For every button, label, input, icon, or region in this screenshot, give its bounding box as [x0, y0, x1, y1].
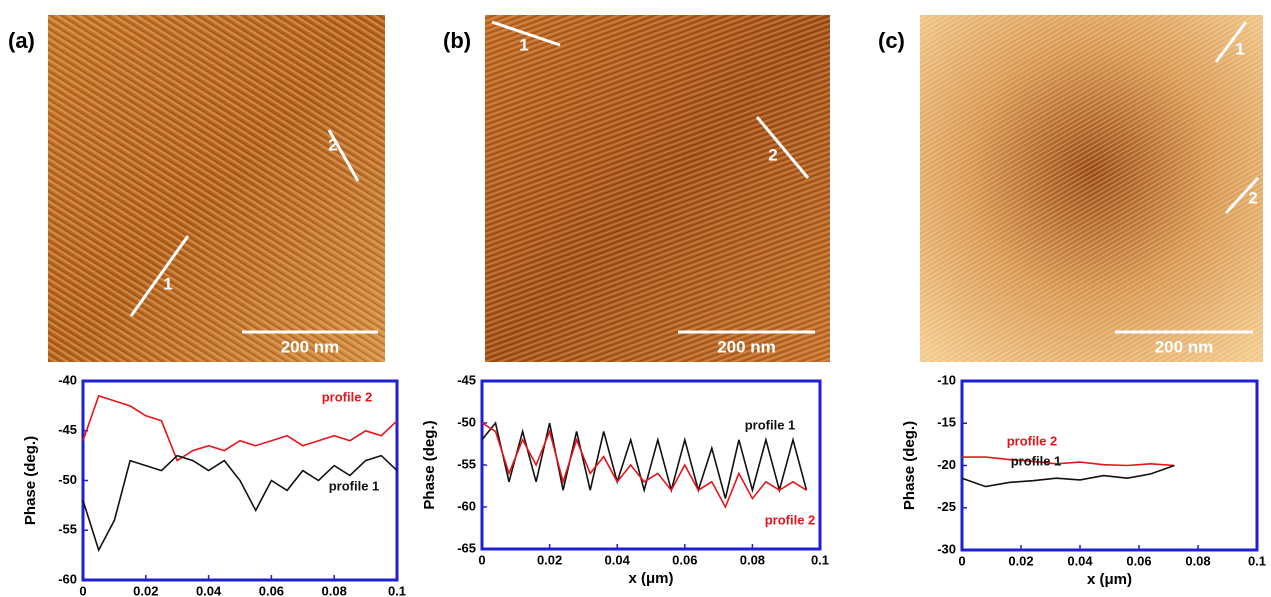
series-label: profile 2 — [1007, 433, 1058, 448]
series-label: profile 2 — [322, 389, 373, 404]
x-tick-label: 0.1 — [1248, 553, 1266, 568]
profile-line-label: 2 — [328, 135, 337, 154]
y-tick-label: -65 — [457, 540, 476, 555]
profile-line-label: 1 — [1235, 39, 1244, 58]
profile-line-label: 2 — [1248, 188, 1257, 207]
y-tick-label: -55 — [457, 456, 476, 471]
series-line — [83, 396, 397, 461]
series-label: profile 1 — [1011, 453, 1062, 468]
y-axis-label: Phase (deg.) — [421, 420, 438, 509]
figure: (a) 1 2 200 nm (b) 1 2 200 nm (c) 1 2 200 nm -60 -55 -… — [0, 0, 1271, 597]
y-tick-label: -45 — [58, 422, 77, 437]
series-label: profile 1 — [745, 417, 796, 432]
afm-texture — [48, 15, 385, 362]
x-tick-label: 0.06 — [1126, 553, 1151, 568]
scale-bar-label: 200 nm — [281, 337, 340, 356]
scale-bar-label: 200 nm — [717, 337, 776, 356]
x-tick-label: 0.1 — [388, 583, 406, 597]
x-tick-label: 0.08 — [322, 583, 347, 597]
x-axis-label: x (μm) — [1087, 571, 1132, 588]
x-tick-label: 0.04 — [196, 583, 222, 597]
afm-images — [48, 15, 1263, 362]
y-axis-label: Phase (deg.) — [901, 421, 918, 510]
x-tick-label: 0.08 — [740, 552, 765, 567]
scale-bar-label: 200 nm — [1155, 337, 1214, 356]
y-tick-label: -60 — [58, 571, 77, 586]
y-tick-label: -55 — [58, 522, 77, 537]
panel-label: (c) — [878, 28, 905, 53]
x-axis-label: x (μm) — [628, 570, 673, 587]
x-tick-label: 0 — [958, 553, 965, 568]
y-tick-label: -50 — [58, 472, 77, 487]
y-tick-label: -10 — [937, 372, 956, 387]
x-tick-label: 0 — [79, 583, 86, 597]
y-tick-label: -50 — [457, 414, 476, 429]
series-line — [962, 457, 1174, 465]
afm-texture — [920, 15, 1263, 362]
profile-line-label: 1 — [519, 35, 528, 54]
x-tick-label: 0.1 — [811, 552, 829, 567]
y-axis-label: Phase (deg.) — [22, 436, 39, 525]
x-tick-label: 0.02 — [133, 583, 158, 597]
x-tick-label: 0.08 — [1185, 553, 1210, 568]
series-label: profile 2 — [765, 512, 816, 527]
y-tick-label: -45 — [457, 372, 476, 387]
profile-line-label: 1 — [163, 274, 172, 293]
panel-label: (a) — [8, 28, 35, 53]
x-tick-label: 0.04 — [605, 552, 631, 567]
x-tick-label: 0.02 — [1008, 553, 1033, 568]
x-tick-label: 0.04 — [1067, 553, 1093, 568]
y-tick-label: -25 — [937, 499, 956, 514]
x-tick-label: 0.02 — [537, 552, 562, 567]
profile-line-label: 2 — [768, 145, 777, 164]
series-line — [482, 423, 807, 499]
series-line — [83, 456, 397, 550]
y-tick-label: -60 — [457, 498, 476, 513]
x-tick-label: 0 — [478, 552, 485, 567]
panel-label: (b) — [443, 28, 471, 53]
series-line — [962, 466, 1174, 487]
y-tick-label: -15 — [937, 415, 956, 430]
series-line — [482, 423, 807, 507]
afm-texture — [485, 15, 830, 362]
x-tick-label: 0.06 — [672, 552, 697, 567]
y-tick-label: -20 — [937, 457, 956, 472]
series-label: profile 1 — [329, 478, 380, 493]
x-tick-label: 0.06 — [259, 583, 284, 597]
y-tick-label: -40 — [58, 372, 77, 387]
y-tick-label: -30 — [937, 541, 956, 556]
